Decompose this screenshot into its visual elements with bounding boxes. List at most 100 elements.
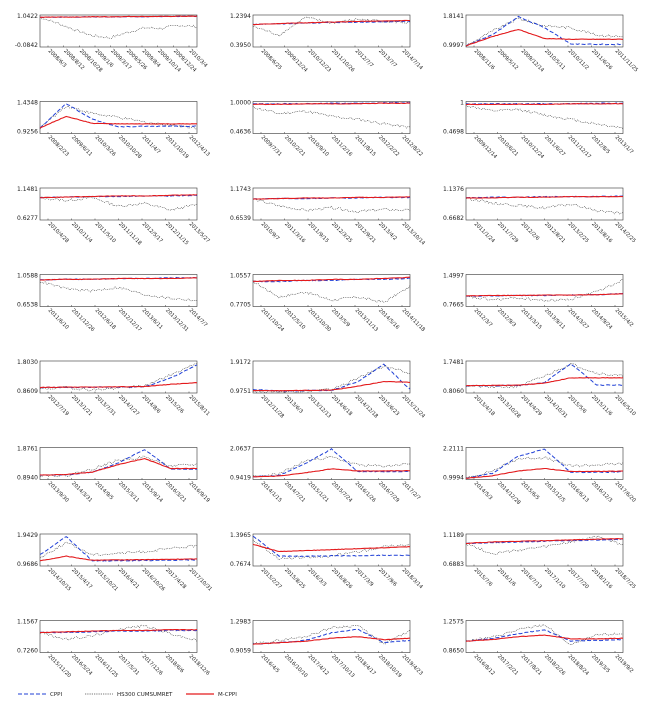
y-tick-top: 1.0588 (17, 273, 38, 280)
x-tick-label: 2013/10/28 (496, 394, 521, 419)
x-tick-label: 2011/10/24 (260, 308, 286, 334)
panel-frame (39, 187, 198, 221)
panel-frame (39, 620, 198, 653)
x-tick-label: 2011/2/16 (330, 135, 353, 158)
panel-frame (252, 14, 411, 48)
panel-frame (39, 533, 198, 567)
x-tick-label: 2016/4/21 (117, 567, 140, 590)
series-cppi (253, 448, 411, 478)
x-tick-label: 2015/2/6 (164, 394, 185, 415)
series-hs300 (252, 16, 411, 37)
panel-1: 1.0422-0.08422008/6/32008/8/122008/10/28… (15, 13, 209, 74)
x-tick-label: 2016/9/19 (188, 481, 211, 504)
series-hs300 (252, 539, 411, 561)
y-tick-bottom: 0.9256 (17, 129, 38, 136)
x-tick-label: 2014/7/14 (401, 48, 425, 72)
series-hs300 (39, 16, 198, 39)
x-tick-label: 2015/8/25 (283, 567, 306, 590)
series-mcppi (39, 115, 197, 129)
y-tick-bottom: 0.6682 (443, 215, 464, 222)
x-tick-label: 2011/6/27 (543, 135, 566, 158)
panel-frame (252, 447, 411, 480)
x-tick-label: 2014/12/18 (354, 394, 379, 419)
x-tick-label: 2009/12/24 (283, 48, 309, 74)
x-tick-label: 2017/8/21 (520, 654, 543, 677)
x-tick-label: 2014/11/18 (401, 308, 426, 333)
x-tick-label: 2011/11/25 (614, 48, 639, 73)
x-tick-label: 2012/12/17 (117, 308, 142, 333)
x-tick-label: 2019/3/5 (590, 654, 611, 675)
series-mcppi (465, 634, 624, 642)
y-tick-top: 1.4997 (443, 273, 464, 280)
x-tick-label: 2015/1/21 (307, 481, 330, 504)
series-hs300 (39, 196, 198, 211)
y-tick-top: 1.9172 (230, 359, 251, 366)
x-tick-label: 2012/5/10 (283, 308, 306, 331)
x-tick-label: 2014/9/5 (94, 481, 115, 502)
x-tick-label: 2013/6/11 (141, 308, 164, 331)
x-tick-label: 2008/2/23 (47, 135, 70, 158)
series-hs300 (465, 535, 624, 555)
x-tick-label: 2017/3/9 (354, 567, 375, 588)
x-tick-label: 2014/7/21 (283, 481, 306, 504)
x-tick-label: 2018/8/24 (567, 654, 591, 678)
y-tick-top: 1.1481 (17, 186, 38, 193)
x-tick-label: 2012/7/19 (47, 394, 70, 417)
x-tick-label: 2018/7/25 (614, 567, 637, 590)
y-tick-bottom: 0.8609 (17, 388, 38, 395)
x-tick-label: 2012/11/28 (260, 394, 285, 419)
y-tick-bottom: -0.0842 (15, 42, 38, 49)
x-tick-label: 2017/5/31 (117, 654, 140, 677)
y-tick-top: 1 (460, 100, 464, 107)
x-tick-label: 2012/11/15 (164, 221, 189, 246)
x-tick-label: 2011/6/10 (47, 308, 70, 331)
series-cppi (39, 536, 198, 562)
y-tick-top: 1.0422 (17, 13, 38, 20)
series-cppi (252, 277, 410, 283)
x-tick-label: 2014/1/15 (260, 481, 283, 504)
x-tick-label: 2012/9/3 (496, 308, 517, 329)
x-tick-label: 2009/7/31 (260, 135, 283, 158)
x-tick-label: 2011/7/29 (496, 221, 519, 244)
y-tick-bottom: 0.9994 (443, 475, 464, 482)
series-hs300 (253, 365, 411, 394)
x-tick-label: 2012/9/21 (354, 221, 377, 244)
y-tick-bottom: 0.8940 (17, 475, 38, 482)
x-tick-label: 2018/10/19 (377, 654, 402, 679)
y-tick-top: 1.3965 (230, 532, 251, 539)
x-tick-label: 2012/3/25 (330, 221, 353, 244)
panel-frame (39, 14, 198, 48)
panel-frame (465, 101, 624, 134)
x-tick-label: 2014/4/29 (520, 394, 543, 417)
series-mcppi (39, 382, 198, 389)
x-tick-label: 2016/3/3 (307, 567, 328, 588)
x-tick-label: 2017/9/6 (377, 567, 398, 588)
x-tick-label: 2009/6/11 (70, 135, 93, 158)
y-tick-top: 1.8030 (17, 359, 38, 366)
x-tick-label: 2014/3/27 (567, 308, 590, 331)
x-tick-label: 2017/4/28 (164, 567, 187, 590)
series-mcppi (252, 468, 411, 478)
x-tick-label: 2009/5/12 (496, 48, 519, 71)
x-tick-label: 2015/2/27 (260, 567, 283, 590)
y-tick-bottom: 0.9751 (230, 388, 251, 395)
x-tick-label: 2012/8/5 (590, 135, 611, 156)
series-mcppi (40, 277, 198, 281)
panel-frame (252, 360, 411, 394)
x-tick-label: 2011/12/17 (567, 135, 592, 160)
x-tick-label: 2016/7/13 (520, 567, 543, 590)
series-hs300 (252, 198, 411, 214)
panel-frame (252, 187, 411, 221)
x-tick-label: 2018/4/17 (354, 654, 377, 677)
x-tick-label: 2014/9/24 (590, 308, 614, 332)
y-tick-top: 1.1567 (17, 619, 38, 626)
